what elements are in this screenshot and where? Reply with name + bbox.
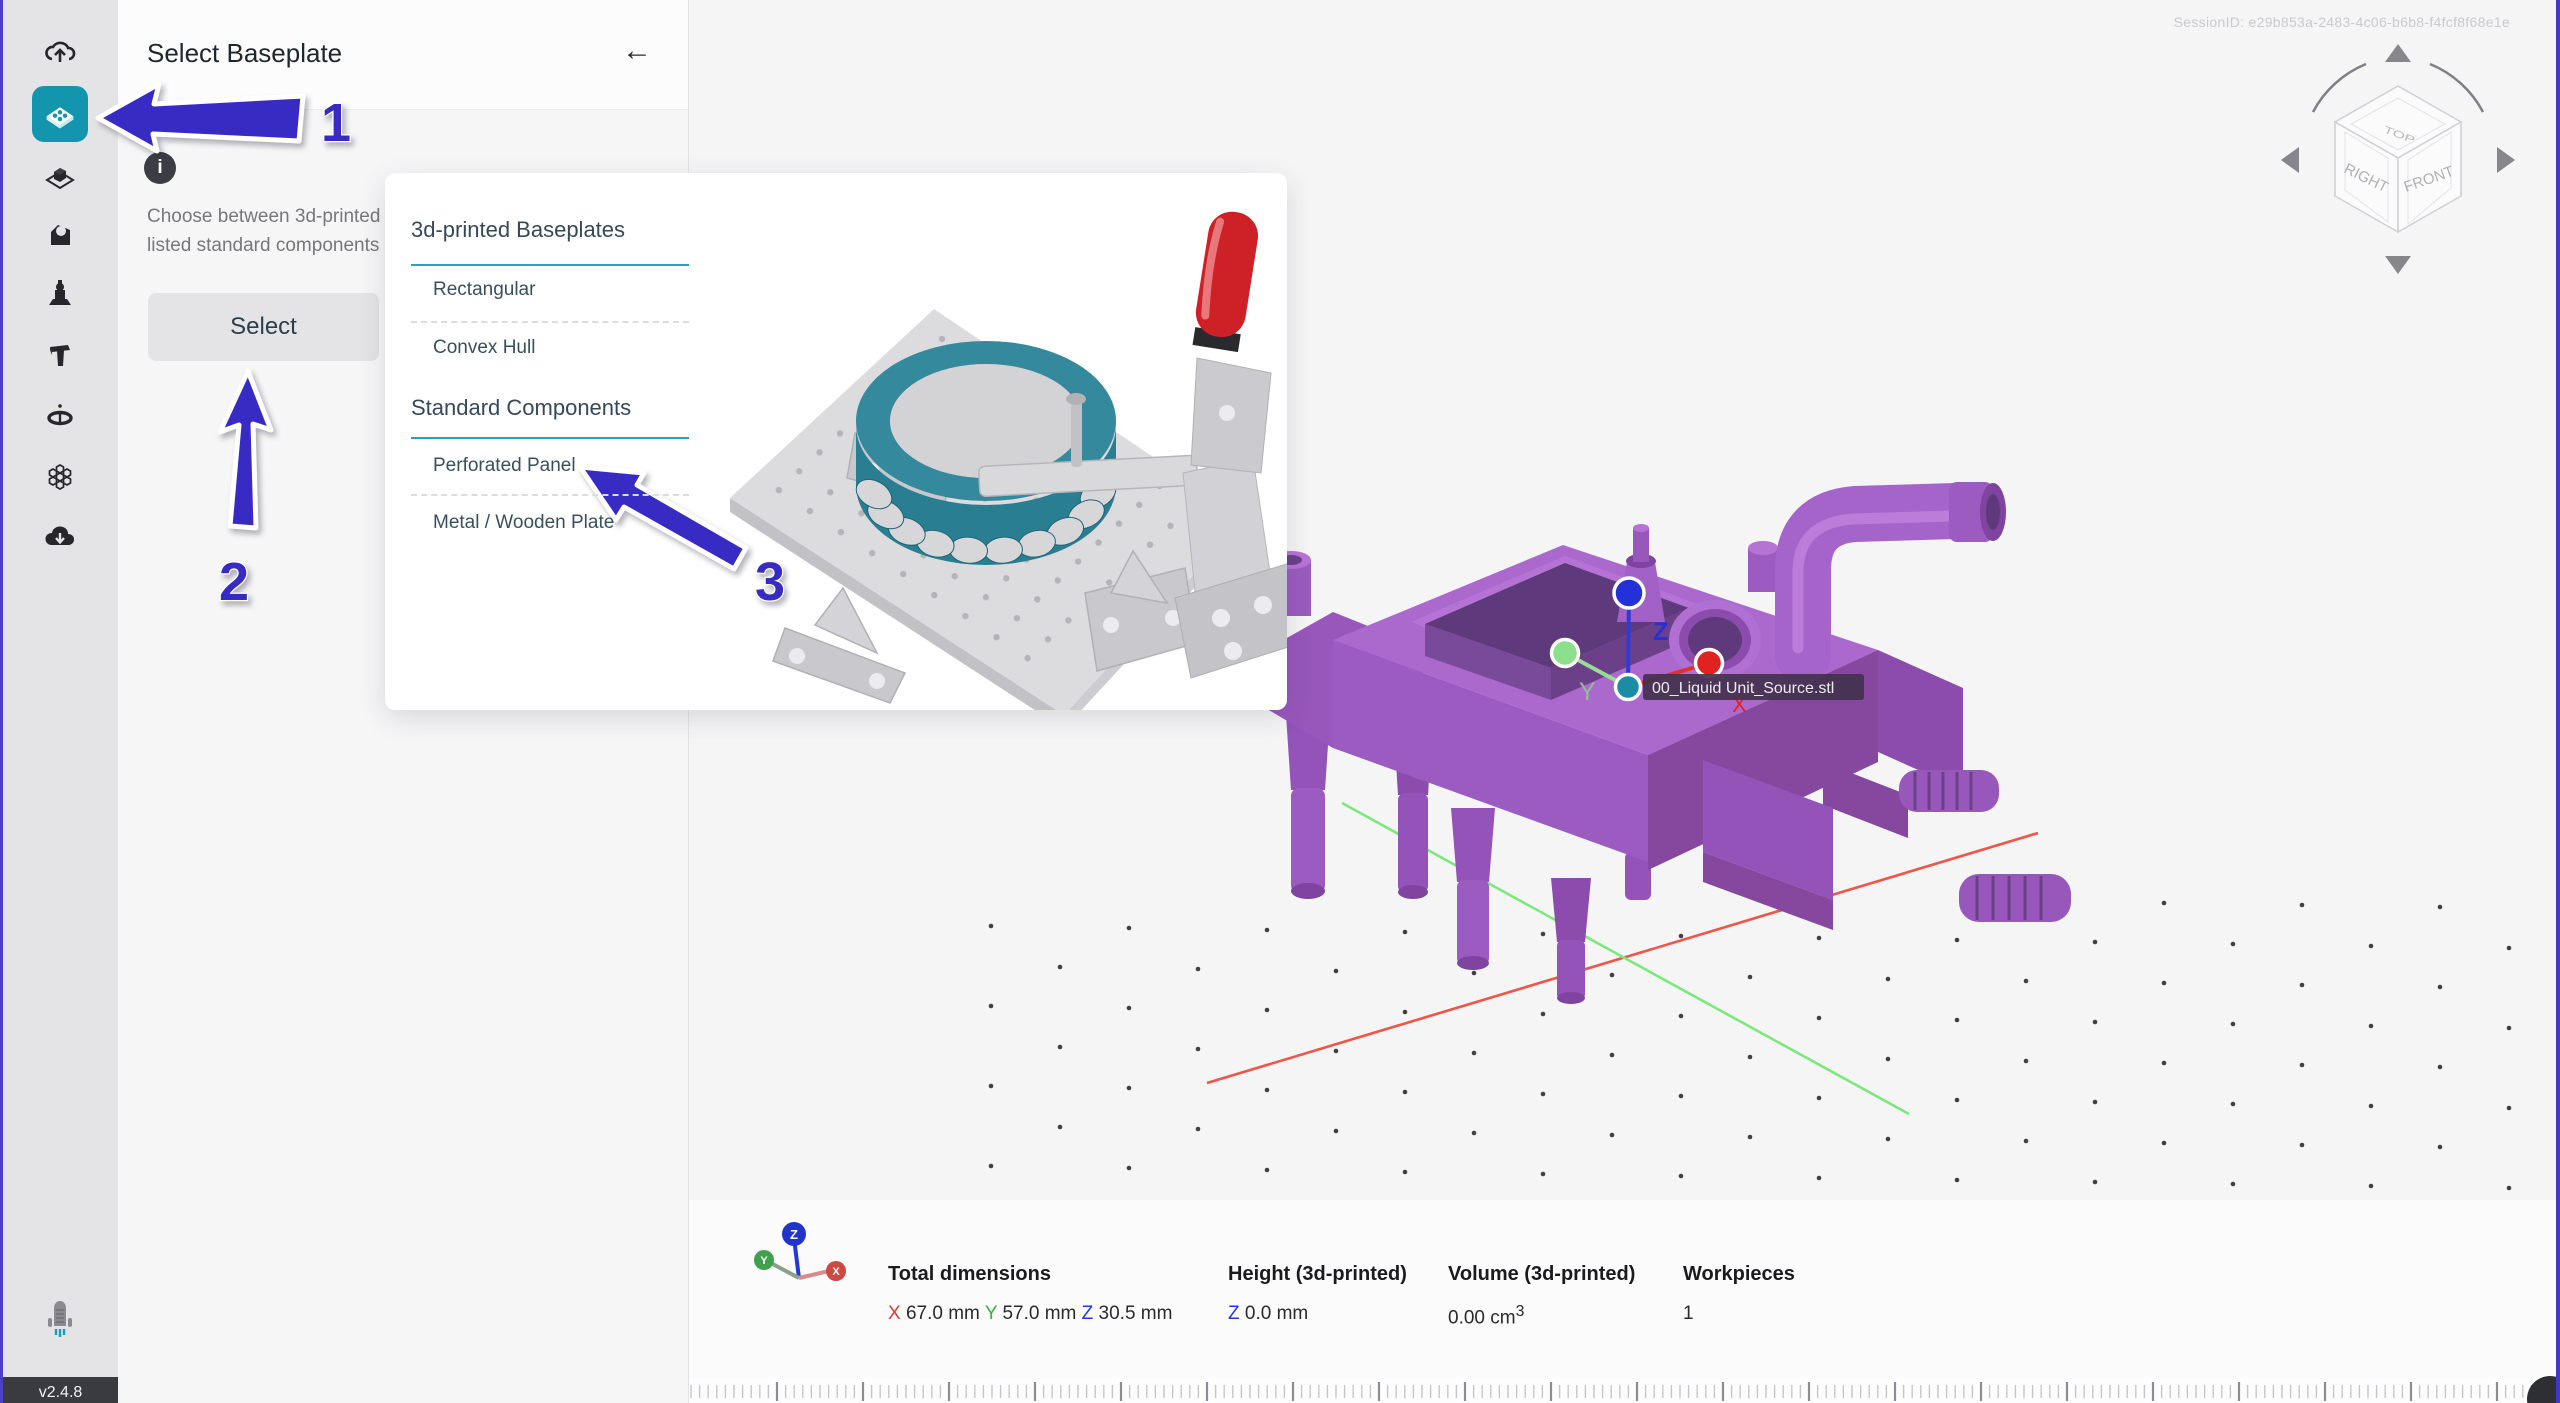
sidebar-item-fixture[interactable] xyxy=(43,218,77,252)
gizmo-y-handle xyxy=(1549,637,1581,669)
axis-line-y xyxy=(1341,801,1910,1116)
svg-text:Y: Y xyxy=(760,1255,768,1267)
view-cube-arrow-down[interactable] xyxy=(2385,256,2411,274)
gizmo-z-handle xyxy=(1612,576,1646,610)
popup-item-rectangular[interactable]: Rectangular xyxy=(433,279,536,300)
upload-cloud-icon xyxy=(45,41,76,61)
sidebar-item-mesh[interactable] xyxy=(43,460,77,494)
stat-workpieces: Workpieces 1 xyxy=(1683,1263,1795,1324)
sidebar-item-clamp[interactable] xyxy=(43,277,77,311)
popup-item-perforated-panel[interactable]: Perforated Panel xyxy=(433,455,576,476)
stat-volume: Volume (3d-printed) 0.00 cm3 xyxy=(1448,1263,1636,1329)
view-cube-arrow-up[interactable] xyxy=(2385,44,2411,62)
back-arrow-icon[interactable]: ← xyxy=(622,34,652,67)
sidebar-item-turntable[interactable] xyxy=(43,399,77,433)
part-label: 00_Liquid Unit_Source.stl xyxy=(1643,674,1864,700)
horizontal-ruler[interactable] xyxy=(689,1378,2560,1403)
popup-section-title-3d-printed: 3d-printed Baseplates xyxy=(411,217,626,242)
rotate-arc-right[interactable] xyxy=(2429,62,2485,113)
viewport-canvas: X Z Y 00_Liquid Unit_Source.stl xyxy=(988,482,2512,1191)
session-id: SessionID: e29b853a-2483-4c06-b6b8-f4fcf… xyxy=(2173,14,2510,30)
sidebar-item-tool[interactable] xyxy=(43,337,77,371)
liquid-unit-model[interactable] xyxy=(1262,482,2071,1004)
view-cube-arrow-right[interactable] xyxy=(2497,147,2515,173)
printer-status-icon[interactable] xyxy=(43,1296,77,1344)
sidebar-item-baseplate[interactable] xyxy=(32,86,88,142)
panel-header: Select Baseplate ← xyxy=(118,0,688,110)
popup-item-convex-hull[interactable]: Convex Hull xyxy=(433,337,536,358)
panel-description: Choose between 3d-printed listed standar… xyxy=(147,202,380,260)
ground-dots xyxy=(988,900,2512,1191)
tool-icon xyxy=(50,345,70,366)
view-cube[interactable]: TOP RIGHT FRONT xyxy=(2273,20,2523,280)
sidebar: v2.4.8 xyxy=(3,0,118,1403)
item-divider xyxy=(411,321,689,323)
gizmo-x-handle xyxy=(1693,647,1725,679)
stat-height: Height (3d-printed) Z 0.0 mm xyxy=(1228,1263,1407,1324)
gizmo-z-label: Z xyxy=(1653,618,1668,646)
select-button[interactable]: Select xyxy=(148,293,379,361)
sidebar-item-upload[interactable] xyxy=(43,35,77,69)
gizmo-center-handle xyxy=(1613,672,1643,702)
svg-text:X: X xyxy=(832,1266,840,1278)
view-cube-face-front[interactable] xyxy=(2397,120,2462,234)
mesh-icon xyxy=(48,464,72,490)
page-title: Select Baseplate xyxy=(147,38,343,68)
turntable-icon xyxy=(47,404,73,426)
toggle-clamp xyxy=(978,211,1287,679)
svg-text:00_Liquid Unit_Source.stl: 00_Liquid Unit_Source.stl xyxy=(1652,680,1834,697)
popup-section-title-standard: Standard Components xyxy=(411,395,632,420)
popup-item-metal-wooden-plate[interactable]: Metal / Wooden Plate xyxy=(433,512,615,533)
view-cube-arrow-left[interactable] xyxy=(2281,147,2299,173)
item-divider xyxy=(411,494,689,496)
ring-workpiece xyxy=(855,341,1117,565)
sidebar-item-download[interactable] xyxy=(43,519,77,553)
section-underline xyxy=(411,437,689,439)
rotate-arc-left[interactable] xyxy=(2311,62,2367,113)
version-badge: v2.4.8 xyxy=(3,1377,118,1403)
ring-holes xyxy=(855,478,1117,564)
stats-bar: Z Y X Total dimensions X 67.0 mm Y 57.0 … xyxy=(689,1200,2556,1378)
stat-total-dimensions: Total dimensions X 67.0 mm Y 57.0 mm Z 3… xyxy=(888,1263,1173,1324)
description-line-1: Choose between 3d-printed xyxy=(147,206,381,227)
svg-text:Z: Z xyxy=(790,1227,798,1242)
baseplate-icon xyxy=(46,107,74,129)
axis-triad-icon: Z Y X xyxy=(754,1222,846,1281)
section-underline xyxy=(411,264,689,266)
sidebar-item-workpiece[interactable] xyxy=(43,158,77,192)
description-line-2: listed standard components xyxy=(147,235,380,256)
info-icon[interactable]: i xyxy=(144,152,176,184)
baseplate-popup: 3d-printed Baseplates Rectangular Convex… xyxy=(385,173,1287,710)
clamp-icon xyxy=(49,280,71,305)
gizmo-y-label: Y xyxy=(1579,678,1596,706)
baseplate-preview-image xyxy=(730,211,1287,710)
